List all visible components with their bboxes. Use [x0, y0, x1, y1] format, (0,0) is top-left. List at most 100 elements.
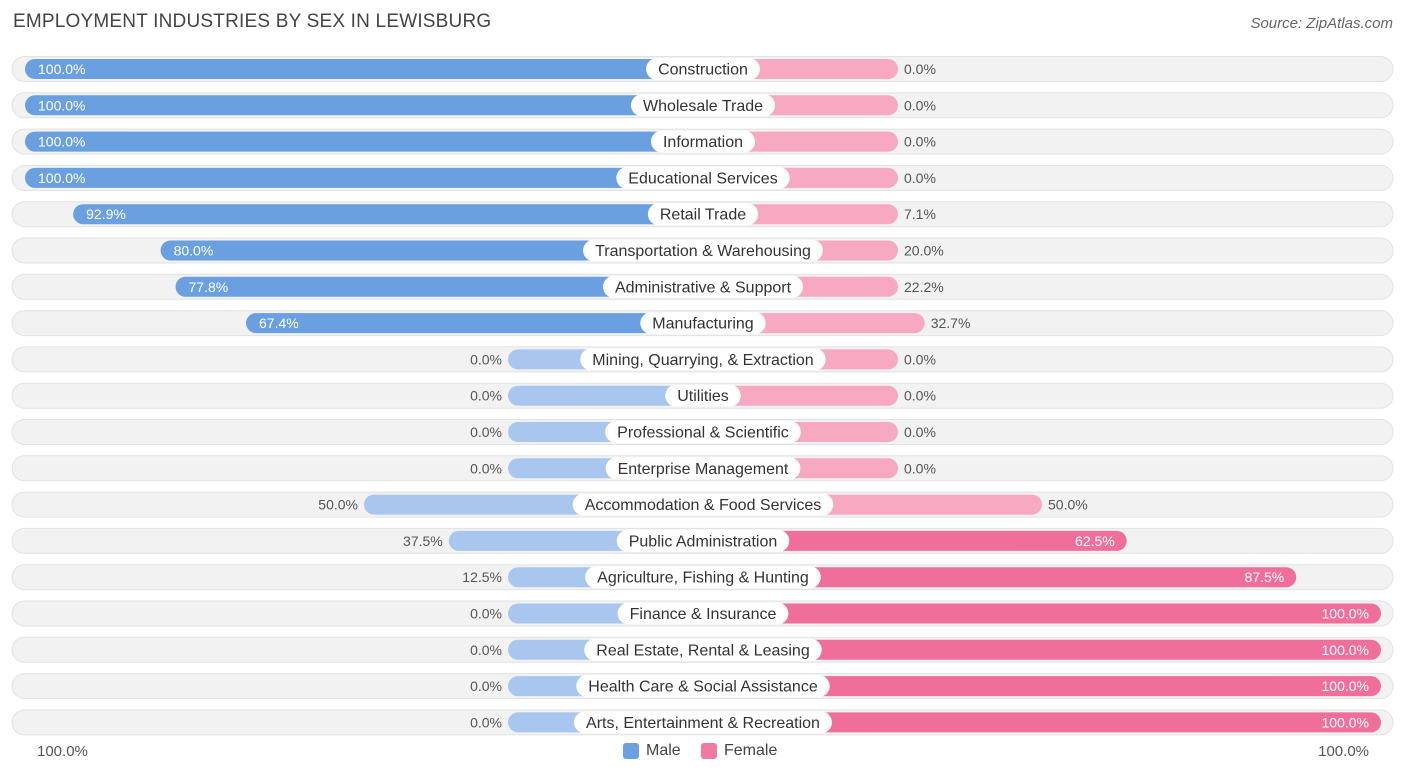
chart-row: 100.0% 0.0% Educational Services	[11, 164, 1394, 191]
chart-row: 77.8% 22.2% Administrative & Support	[11, 273, 1394, 300]
bar-male	[25, 95, 703, 116]
value-label-male: 0.0%	[470, 606, 502, 622]
value-label-female: 0.0%	[904, 61, 936, 77]
value-label-male: 100.0%	[38, 170, 85, 186]
bar-male	[160, 240, 704, 261]
legend-swatch-female	[701, 743, 717, 759]
category-label: Retail Trade	[660, 207, 746, 224]
category-label: Utilities	[677, 388, 729, 405]
category-label: Transportation & Warehousing	[595, 243, 811, 260]
axis-left-label: 100.0%	[37, 743, 88, 760]
chart-row: 50.0% 50.0% Accommodation & Food Services	[11, 491, 1394, 518]
value-label-male: 37.5%	[403, 533, 443, 549]
value-label-female: 32.7%	[931, 315, 971, 331]
category-pill	[646, 58, 760, 80]
value-label-male: 0.0%	[470, 460, 502, 476]
category-label: Educational Services	[628, 170, 777, 187]
category-pill	[580, 348, 826, 371]
category-label: Health Care & Social Assistance	[588, 679, 818, 696]
category-label: Accommodation & Food Services	[585, 497, 822, 514]
value-label-male: 0.0%	[470, 642, 502, 658]
value-label-male: 77.8%	[189, 279, 229, 295]
category-label: Enterprise Management	[618, 461, 789, 478]
bar-female	[703, 385, 898, 406]
category-pill	[584, 638, 822, 661]
chart-row: 0.0% 100.0% Health Care & Social Assistanc…	[11, 673, 1394, 700]
value-label-male: 0.0%	[470, 714, 502, 730]
value-label-female: 87.5%	[1245, 569, 1285, 585]
value-label-female: 0.0%	[904, 351, 936, 367]
chart-row: 0.0% 0.0% Utilities	[11, 382, 1394, 409]
category-pill	[650, 130, 756, 153]
chart-row: 0.0% 100.0% Arts, Entertainment & Recreati…	[11, 709, 1394, 736]
value-label-male: 50.0%	[318, 497, 358, 513]
chart-row: 0.0% 0.0% Mining, Quarrying, & Extraction	[11, 346, 1394, 373]
chart-row: 0.0% 0.0% Enterprise Management	[11, 455, 1394, 482]
chart-row: 0.0% 100.0% Real Estate, Rental & Leasing	[11, 636, 1394, 663]
category-pill	[647, 203, 759, 226]
chart-row: 12.5% 87.5% Agriculture, Fishing & Hunting	[11, 564, 1394, 591]
value-label-male: 12.5%	[462, 569, 502, 585]
category-label: Mining, Quarrying, & Extraction	[592, 352, 813, 369]
value-label-female: 20.0%	[904, 243, 944, 259]
legend-label-female: Female	[724, 742, 778, 759]
category-pill	[640, 312, 766, 335]
value-label-male: 92.9%	[86, 206, 126, 222]
value-label-male: 67.4%	[259, 315, 299, 331]
category-pill	[616, 166, 790, 189]
value-label-female: 100.0%	[1322, 678, 1369, 694]
category-pill	[574, 711, 832, 734]
value-label-female: 100.0%	[1322, 642, 1369, 658]
bar-male	[25, 167, 703, 188]
chart-row: 67.4% 32.7% Manufacturing	[11, 310, 1394, 337]
value-label-female: 0.0%	[904, 460, 936, 476]
category-label: Manufacturing	[652, 316, 753, 333]
category-pill	[585, 566, 821, 589]
value-label-female: 7.1%	[904, 206, 936, 222]
category-label: Wholesale Trade	[643, 98, 763, 115]
bar-male	[25, 131, 703, 152]
chart-title: EMPLOYMENT INDUSTRIES BY SEX IN LEWISBUR…	[13, 11, 492, 32]
source-label: Source: ZipAtlas.com	[1250, 15, 1393, 32]
chart-row: 100.0% 0.0% Information	[11, 128, 1394, 155]
value-label-female: 62.5%	[1075, 533, 1115, 549]
bar-female	[703, 567, 1297, 588]
bar-male	[508, 385, 703, 406]
value-label-female: 0.0%	[904, 97, 936, 113]
value-label-female: 100.0%	[1322, 714, 1369, 730]
legend-label-male: Male	[646, 742, 681, 759]
category-label: Real Estate, Rental & Leasing	[596, 642, 809, 659]
chart-row: 37.5% 62.5% Public Administration	[11, 527, 1394, 554]
bar-male	[25, 59, 703, 79]
bar-female	[703, 712, 1381, 733]
value-label-male: 0.0%	[470, 351, 502, 367]
value-label-female: 0.0%	[904, 134, 936, 150]
bar-female	[703, 603, 1381, 624]
legend-item-male: Male	[623, 742, 681, 760]
bar-male	[246, 313, 703, 334]
bar-male	[73, 204, 703, 225]
chart-row: 92.9% 7.1% Retail Trade	[11, 201, 1394, 228]
value-label-male: 80.0%	[174, 243, 214, 259]
bar-female	[703, 639, 1381, 660]
value-label-female: 50.0%	[1048, 497, 1088, 513]
category-pill	[576, 675, 830, 698]
value-label-male: 100.0%	[38, 97, 85, 113]
bar-female	[703, 530, 1127, 551]
category-label: Agriculture, Fishing & Hunting	[597, 570, 809, 587]
category-pill	[572, 493, 834, 516]
category-label: Finance & Insurance	[630, 606, 777, 623]
legend-swatch-male	[623, 743, 639, 759]
category-pill	[617, 602, 789, 625]
category-label: Public Administration	[629, 533, 778, 550]
chart-row: 0.0% 100.0% Finance & Insurance	[11, 600, 1394, 627]
value-label-female: 0.0%	[904, 388, 936, 404]
chart-row: 80.0% 20.0% Transportation & Warehousing	[11, 237, 1394, 264]
value-label-female: 100.0%	[1322, 606, 1369, 622]
category-pill	[665, 384, 741, 407]
category-pill	[605, 457, 801, 480]
category-label: Information	[663, 134, 743, 151]
chart-row: 0.0% 0.0% Professional & Scientific	[11, 419, 1394, 445]
value-label-female: 0.0%	[904, 170, 936, 186]
